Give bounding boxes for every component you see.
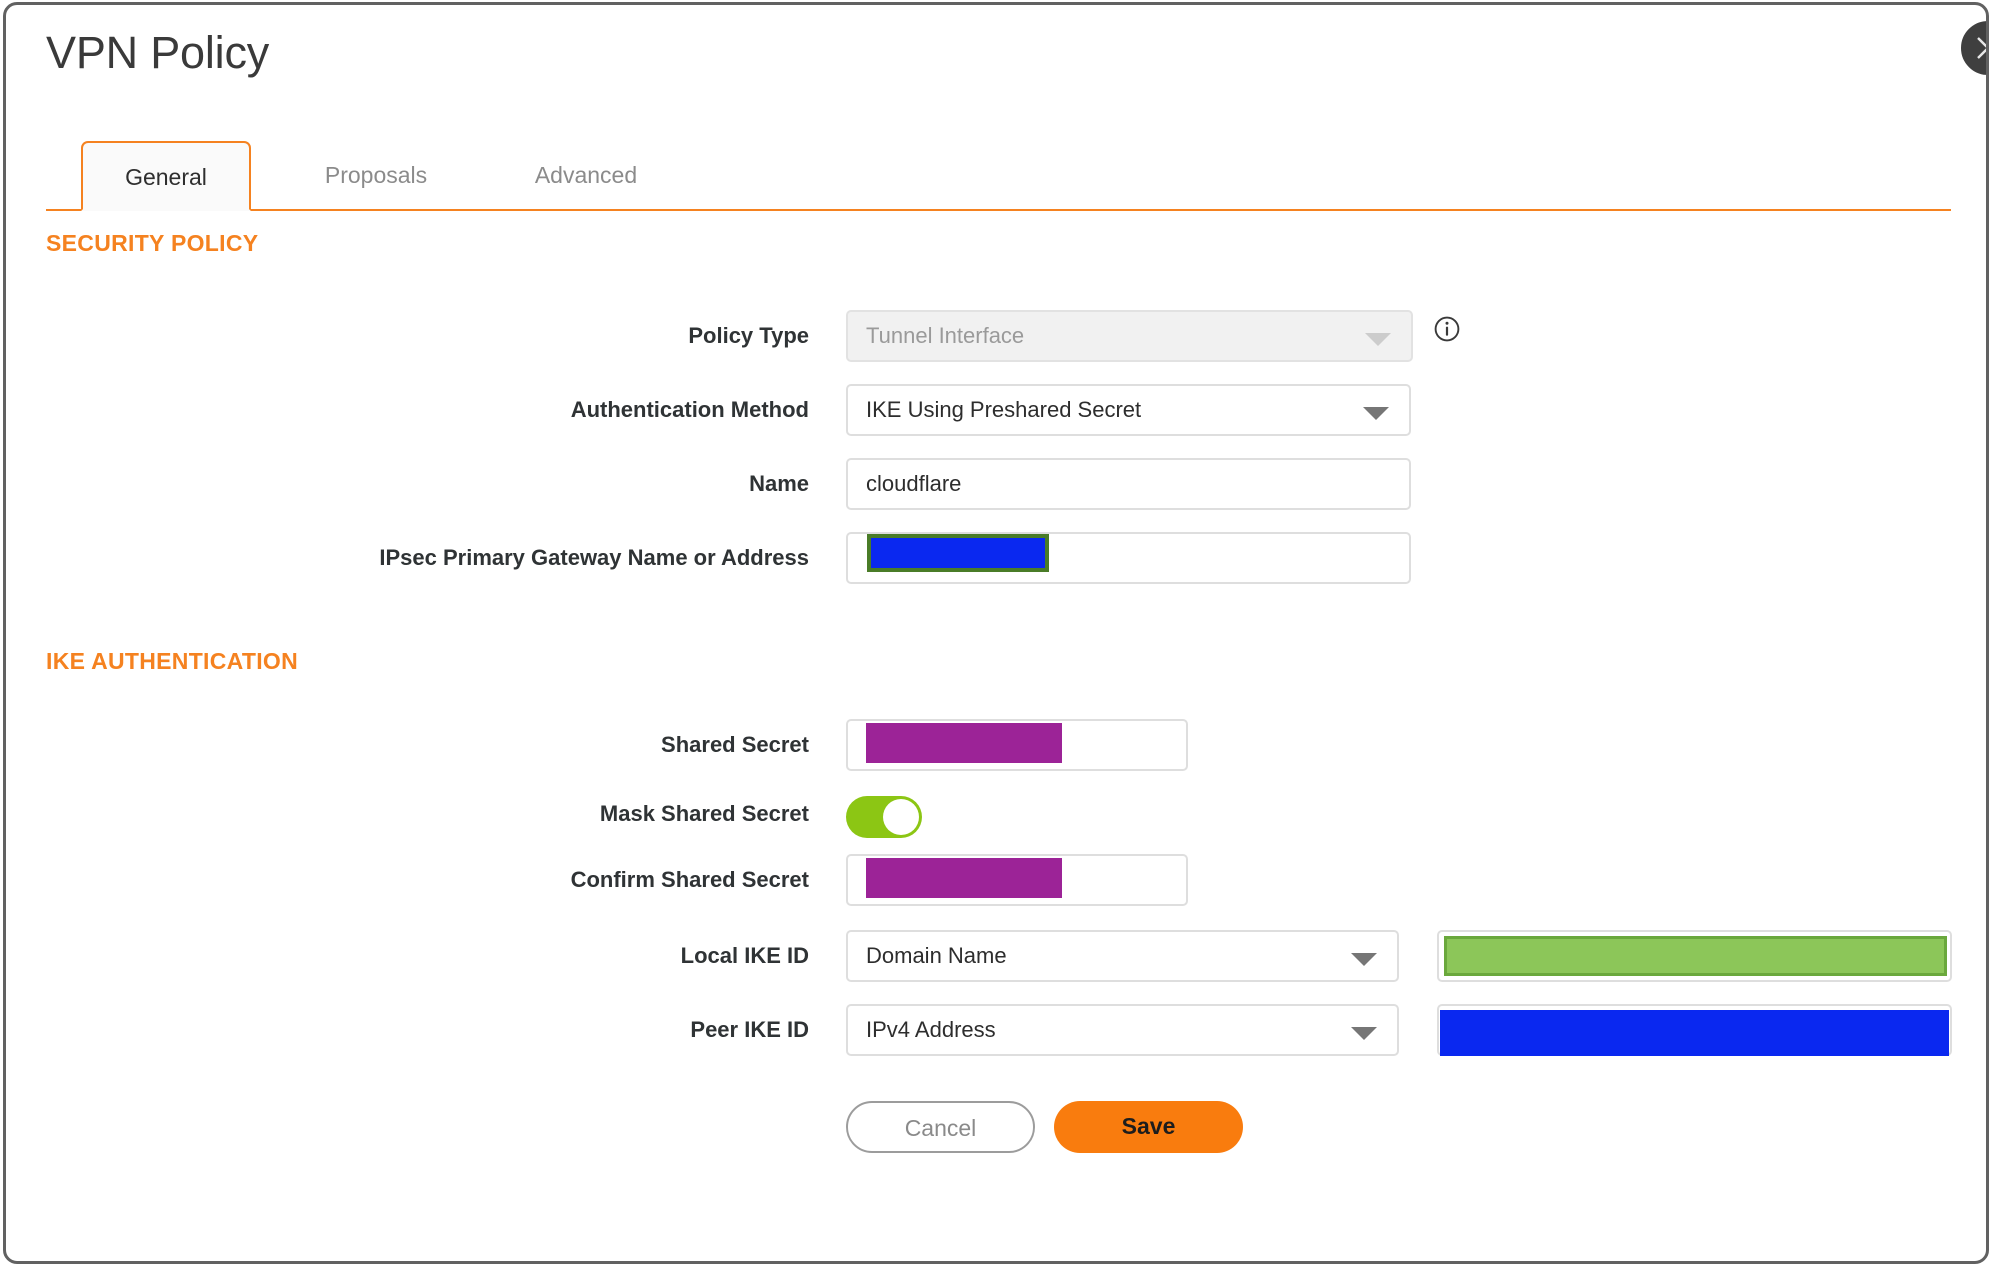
peer-ike-id-dropdown[interactable]: IPv4 Address: [846, 1004, 1399, 1056]
redaction-block-shared-secret: [866, 723, 1062, 763]
chevron-down-icon: [1351, 953, 1377, 966]
label-peer-ike-id: Peer IKE ID: [690, 1017, 809, 1042]
tab-general[interactable]: General: [81, 141, 251, 211]
label-local-ike-id: Local IKE ID: [680, 943, 809, 968]
page-title: VPN Policy: [46, 27, 270, 78]
redaction-block-confirm-shared-secret: [866, 858, 1062, 898]
info-circle-icon[interactable]: [1434, 316, 1460, 342]
tab-advanced[interactable]: Advanced: [534, 162, 638, 188]
label-name: Name: [749, 471, 809, 496]
label-policy-type: Policy Type: [688, 323, 809, 348]
label-mask-shared-secret: Mask Shared Secret: [599, 801, 809, 826]
authentication-method-value: IKE Using Preshared Secret: [866, 397, 1142, 422]
vpn-policy-dialog: VPN Policy General Proposals Advanced SE…: [3, 2, 1989, 1264]
label-authentication-method: Authentication Method: [570, 397, 809, 422]
name-input[interactable]: cloudflare: [846, 458, 1411, 510]
label-confirm-shared-secret: Confirm Shared Secret: [570, 867, 809, 892]
close-icon: [1977, 37, 1986, 59]
close-button[interactable]: [1957, 17, 1986, 79]
peer-ike-id-value: IPv4 Address: [866, 1017, 996, 1042]
policy-type-dropdown[interactable]: Tunnel Interface: [846, 310, 1413, 362]
tab-proposals[interactable]: Proposals: [324, 162, 428, 188]
toggle-knob: [883, 799, 919, 835]
tab-underline: [46, 209, 1951, 211]
save-button[interactable]: Save: [1054, 1101, 1243, 1153]
cancel-button[interactable]: Cancel: [846, 1101, 1035, 1153]
policy-type-value: Tunnel Interface: [866, 323, 1025, 348]
chevron-down-icon: [1351, 1027, 1377, 1040]
local-ike-id-dropdown[interactable]: Domain Name: [846, 930, 1399, 982]
chevron-down-icon: [1365, 333, 1391, 346]
name-value: cloudflare: [866, 471, 962, 496]
chevron-down-icon: [1363, 407, 1389, 420]
label-ipsec-primary-gateway: IPsec Primary Gateway Name or Address: [379, 545, 809, 570]
label-shared-secret: Shared Secret: [661, 732, 809, 757]
section-heading-security-policy: SECURITY POLICY: [46, 230, 259, 256]
redaction-block-peer-ike-id: [1440, 1010, 1949, 1056]
local-ike-id-value: Domain Name: [866, 943, 1007, 968]
mask-shared-secret-toggle[interactable]: [846, 796, 922, 838]
redaction-block-gateway: [867, 534, 1049, 572]
tabstrip: General Proposals Advanced: [46, 141, 1951, 211]
section-heading-ike-authentication: IKE AUTHENTICATION: [46, 648, 298, 674]
redaction-block-local-ike-id: [1444, 936, 1947, 976]
authentication-method-dropdown[interactable]: IKE Using Preshared Secret: [846, 384, 1411, 436]
